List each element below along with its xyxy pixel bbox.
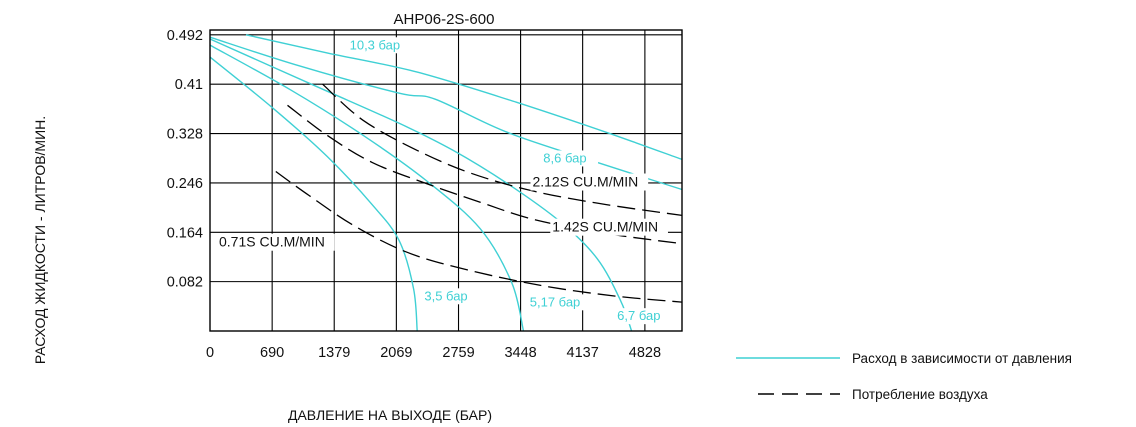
series-line xyxy=(209,36,683,191)
y-tick-label: 0.328 xyxy=(167,127,203,143)
series-label-bg xyxy=(530,173,649,191)
series-label: 10,3 бар xyxy=(350,37,401,52)
series-line xyxy=(209,56,418,332)
series-line xyxy=(209,38,633,332)
series-label: 1.42S CU.M/MIN xyxy=(552,219,658,235)
series-line xyxy=(209,44,525,332)
series-line xyxy=(322,83,683,217)
x-tick-label: 2759 xyxy=(442,345,474,361)
legend-label-air: Потребление воздуха xyxy=(852,387,988,402)
curve-labels: 3,5 бар 5,17 бар 6,7 бар 8,6 бар 10,3 бар 2.1… xyxy=(217,37,672,325)
x-axis-label: ДАВЛЕНИЕ НА ВЫХОДЕ (БАР) xyxy=(288,407,492,423)
series-label: 5,17 бар xyxy=(530,294,581,309)
legend-label-flow: Расход в зависимости от давления xyxy=(852,351,1072,366)
legend: Расход в зависимости от давления Потребл… xyxy=(736,351,1072,402)
series-line xyxy=(287,104,683,245)
series-label-bg xyxy=(615,308,672,325)
x-tick-label: 4137 xyxy=(567,345,599,361)
y-tick-label: 0.492 xyxy=(167,28,203,44)
series-label-bg xyxy=(541,150,599,167)
series-label-bg xyxy=(550,218,668,236)
x-tick-label: 2069 xyxy=(380,345,412,361)
y-tick-label: 0.41 xyxy=(175,77,203,93)
y-tick-label: 0.246 xyxy=(167,176,203,192)
series-label-bg xyxy=(527,294,593,311)
series-label-bg xyxy=(347,37,412,54)
chart-title: AHP06-2S-600 xyxy=(394,11,495,28)
series-label: 2.12S CU.M/MIN xyxy=(532,174,638,190)
plot-frame xyxy=(209,29,683,332)
y-axis-label: РАСХОД ЖИДКОСТИ - ЛИТРОВ/МИН. xyxy=(32,116,48,364)
series-line xyxy=(245,34,683,161)
series-label: 3,5 бар xyxy=(424,288,467,303)
x-tick-label: 0 xyxy=(206,345,214,361)
x-tick-label: 3448 xyxy=(504,345,536,361)
tick-labels: 0 690 1379 2069 2759 3448 4137 4828 0.082 0.164 0.… xyxy=(167,28,661,361)
series-line xyxy=(275,170,683,303)
series-label: 0.71S CU.M/MIN xyxy=(219,234,325,250)
series-label-bg xyxy=(422,288,480,305)
x-tick-label: 1379 xyxy=(318,345,350,361)
x-tick-label: 4828 xyxy=(629,345,661,361)
y-tick-label: 0.164 xyxy=(167,225,203,241)
y-tick-label: 0.082 xyxy=(167,275,203,291)
series-label-bg xyxy=(217,233,335,251)
series-label: 6,7 бар xyxy=(617,308,660,323)
curves xyxy=(209,34,683,332)
x-tick-label: 690 xyxy=(260,345,284,361)
series-label: 8,6 бар xyxy=(543,150,586,165)
